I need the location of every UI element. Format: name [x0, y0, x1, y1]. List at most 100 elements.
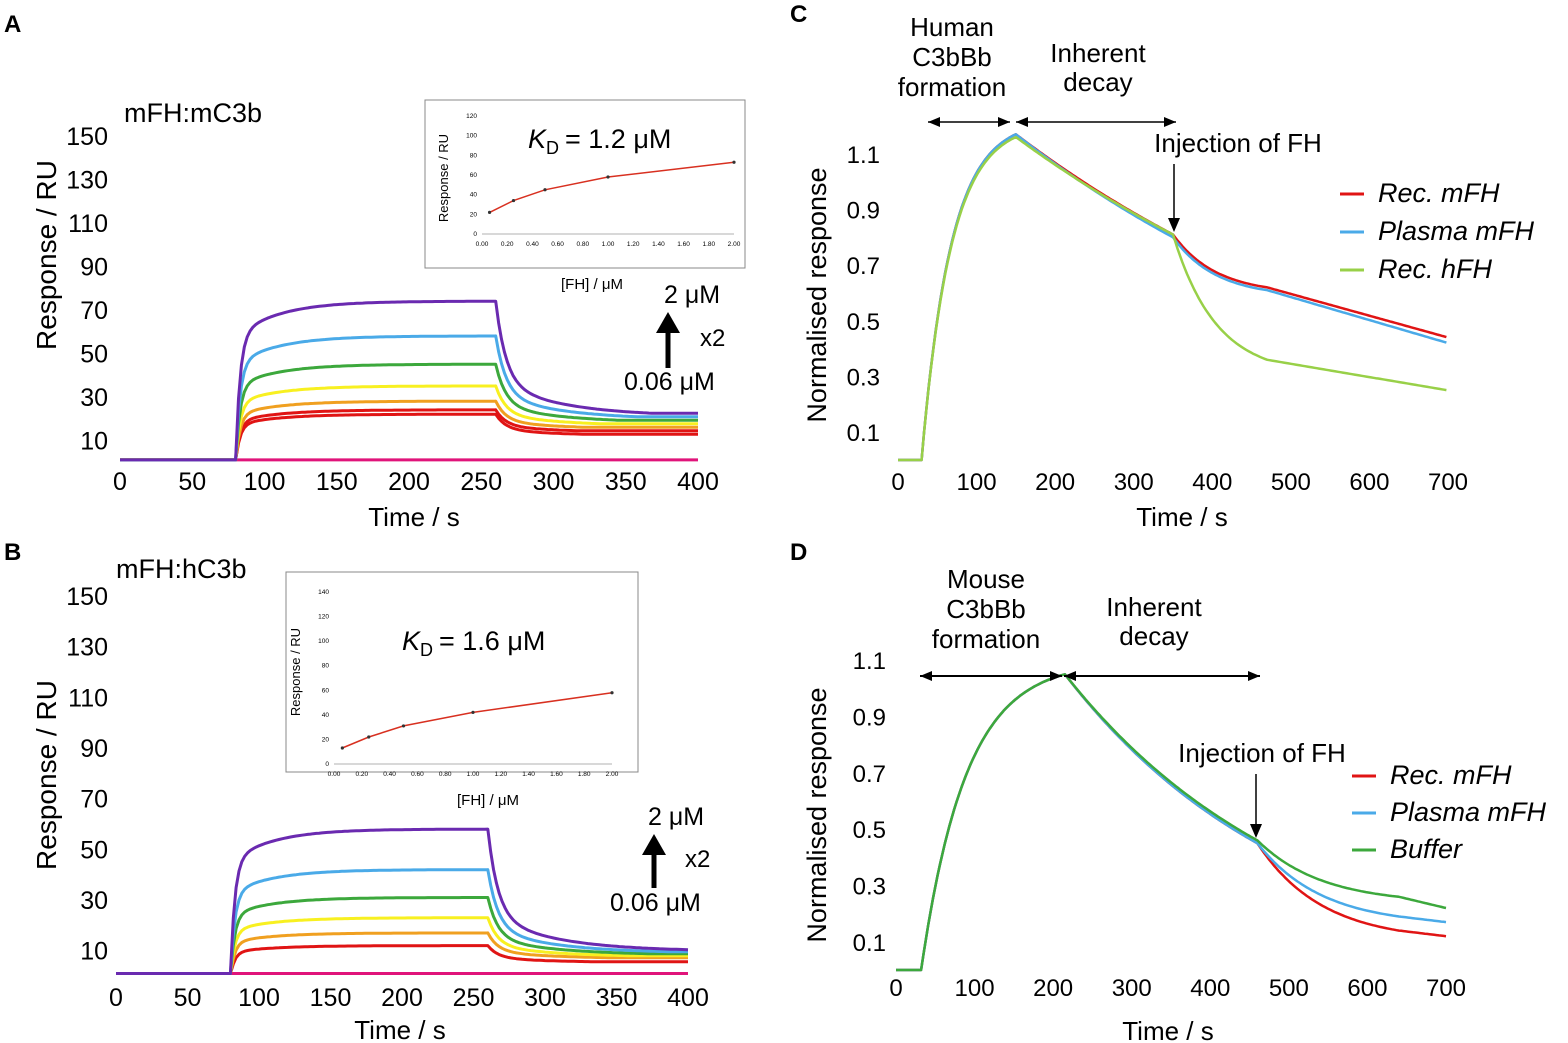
panel-b-inset-x-tick-7: 1.40 [522, 771, 535, 778]
panel-a-inset-x-tick-4: 0.80 [576, 241, 589, 248]
panel-a-y-tick-7: 150 [66, 123, 108, 151]
panel-c-x-tick-5: 500 [1271, 469, 1311, 496]
panel-b-x-label: Time / s [354, 1015, 445, 1043]
panel-b-inset-x-tick-4: 0.80 [439, 771, 452, 778]
panel-a-inset-x-tick-8: 1.60 [677, 241, 690, 248]
panel-b-series-5 [116, 827, 689, 975]
panel-a-conc-high: 2 μM [664, 281, 720, 309]
panel-c: 0.1 0.3 0.5 0.7 0.9 1.1 0 100 200 300 400 500 600 70… [802, 12, 1535, 532]
panel-a-y-tick-2: 50 [80, 340, 108, 368]
panel-a-series-3 [120, 384, 698, 462]
panel-a-inset-y-label: Response / RU [436, 134, 451, 222]
panel-c-y-tick-0: 0.1 [847, 420, 880, 447]
panel-a-inset-point-0 [487, 210, 492, 214]
panel-a-inset-x-tick-7: 1.40 [652, 241, 665, 248]
panel-c-y-tick-1: 0.3 [847, 364, 880, 391]
panel-d-y-tick-3: 0.7 [853, 761, 886, 788]
panel-b-inset-y-tick-3: 60 [322, 687, 330, 694]
panel-c-formation-line-2: C3bBb [912, 42, 992, 72]
panel-b-series-2 [116, 916, 688, 975]
panel-a-inset-x-tick-0: 0.00 [476, 241, 489, 248]
panel-b-inset-x-tick-5: 1.00 [467, 771, 480, 778]
panel-d-x-tick-5: 500 [1269, 975, 1309, 1002]
panel-b-inset-y-tick-0: 0 [325, 761, 329, 768]
panel-a-conc-step: x2 [700, 325, 725, 352]
panel-b-inset-point-2 [401, 724, 406, 728]
panel-a-conc-low: 0.06 μM [624, 368, 715, 396]
panel-c-y-tick-3: 0.7 [847, 253, 880, 280]
panel-c-series-2 [898, 135, 1447, 462]
panel-b-y-tick-5: 110 [68, 684, 108, 712]
panel-c-x-tick-3: 300 [1114, 469, 1154, 496]
panel-a-conc-arrow-head [656, 312, 680, 333]
panel-a-x-tick-1: 50 [178, 468, 206, 496]
panel-c-x-tick-6: 600 [1349, 469, 1389, 496]
panel-d-legend-label-2: Buffer [1390, 834, 1463, 864]
panel-a-title: mFH:mC3b [124, 98, 262, 128]
panel-a-y-tick-5: 110 [68, 210, 108, 238]
panel-b-inset-y-tick-1: 20 [322, 736, 330, 743]
panel-d-legend-label-0: Rec. mFH [1390, 760, 1512, 790]
panel-a-series-6 [120, 299, 698, 462]
panel-d-y-tick-5: 1.1 [853, 648, 886, 675]
panel-a-inset-kd: KD = 1.2 μM [528, 124, 671, 158]
panel-a-inset-y-tick-1: 20 [470, 211, 478, 218]
panel-a-series-5 [120, 334, 698, 462]
panel-d-formation-line-2: C3bBb [946, 594, 1026, 624]
panel-a-inset-y-tick-6: 120 [466, 113, 477, 120]
panel-b-y-label: Response / RU [31, 680, 62, 870]
panel-a-inset-x-tick-5: 1.00 [602, 241, 615, 248]
panel-a-series-2 [120, 399, 698, 462]
panel-a-y-tick-0: 10 [80, 427, 108, 455]
panel-a-x-tick-0: 0 [113, 468, 127, 496]
panel-c-legend-label-2: Rec. hFH [1378, 254, 1493, 284]
panel-d-y-label: Normalised response [802, 687, 832, 942]
panel-c-y-label: Normalised response [802, 167, 832, 422]
panel-b: mFH:hC3b 10 30 50 70 90 110 130 150 0 50 100 150 20… [31, 554, 710, 1043]
panel-b-inset-point-0 [340, 746, 344, 750]
panel-a-inset-x-tick-1: 0.20 [501, 241, 514, 248]
panel-c-decay-arrow [1016, 117, 1176, 127]
panel-b-title: mFH:hC3b [116, 554, 247, 584]
panel-a-inset-point-1 [511, 198, 516, 203]
panel-d-x-tick-0: 0 [889, 975, 902, 1002]
panel-a-inset-point-2 [543, 188, 547, 192]
panel-d-injection-label: Injection of FH [1178, 738, 1346, 768]
panel-d-x-ticks: 0 100 200 300 400 500 600 700 [889, 975, 1466, 1002]
panel-a-inset-point-3 [606, 175, 610, 179]
panel-b-inset-x-tick-8: 1.60 [550, 771, 563, 778]
panel-a-x-tick-8: 400 [677, 468, 719, 496]
panel-a-x-label: Time / s [368, 502, 459, 532]
panel-a-inset: KD = 1.2 μM 0 20 40 60 80 100 120 0.00 0.20 0.40 0.… [424, 99, 746, 293]
panel-c-decay-line-2: decay [1063, 67, 1132, 97]
panel-c-x-tick-2: 200 [1035, 469, 1075, 496]
panel-c-y-tick-2: 0.5 [847, 309, 880, 336]
panel-d-y-tick-0: 0.1 [853, 930, 886, 957]
panel-a-inset-y-tick-3: 60 [470, 172, 478, 179]
panel-a-y-tick-1: 30 [80, 384, 108, 412]
panel-b-conc-low: 0.06 μM [610, 889, 701, 917]
panel-b-y-tick-6: 130 [66, 634, 108, 662]
panel-a-inset-frame [424, 99, 746, 269]
panel-a-inset-x-tick-9: 1.80 [702, 241, 715, 248]
panel-b-inset-y-tick-6: 120 [318, 614, 329, 621]
panel-a-inset-x-tick-2: 0.40 [526, 241, 539, 248]
panel-d-formation-line-1: Mouse [947, 564, 1025, 594]
panel-a-plot [120, 299, 698, 462]
panel-d-formation-arrow [920, 671, 1062, 681]
panel-a-y-label: Response / RU [31, 160, 62, 350]
panel-label-d: D [790, 539, 807, 566]
panel-c-y-tick-5: 1.1 [847, 142, 880, 169]
panel-d-x-tick-1: 100 [955, 975, 995, 1002]
panel-d-legend: Rec. mFH Plasma mFH Buffer [1352, 760, 1547, 864]
panel-b-inset-y-tick-7: 140 [318, 589, 329, 596]
panel-b-series-0 [116, 944, 688, 975]
panel-a-inset-y-tick-2: 40 [470, 192, 478, 199]
panel-a-inset-x-tick-10: 2.00 [728, 241, 741, 248]
panel-a-x-tick-4: 200 [388, 468, 430, 496]
panel-b-inset: KD = 1.6 μM 0 20 40 60 80 100 120 140 0.00 0.20 0.4… [285, 571, 639, 809]
panel-b-inset-x-tick-3: 0.60 [411, 771, 424, 778]
panel-b-x-tick-6: 300 [524, 984, 566, 1012]
